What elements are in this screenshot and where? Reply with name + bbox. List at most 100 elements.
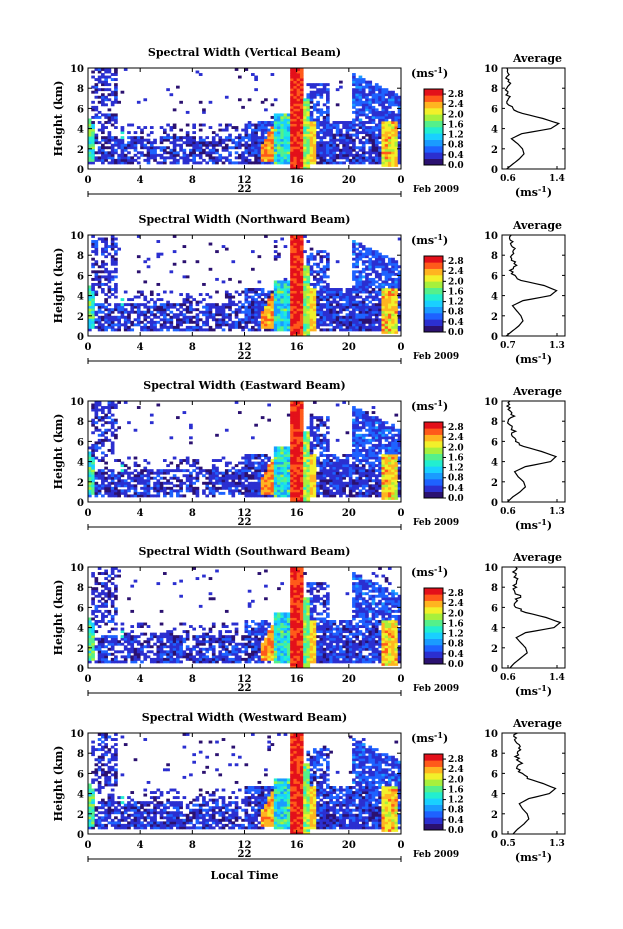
heatmap-cell	[202, 282, 206, 286]
heatmap-cell	[322, 454, 327, 457]
heatmap-cell	[91, 443, 95, 447]
heatmap-cell	[136, 464, 141, 468]
heatmap-cell	[387, 143, 392, 147]
heatmap-cell	[374, 255, 379, 259]
heatmap-cell	[368, 121, 373, 124]
heatmap-cell	[361, 454, 366, 457]
heatmap-cell	[215, 486, 219, 490]
heatmap-cell	[264, 310, 268, 314]
heatmap-cell	[293, 499, 298, 503]
heatmap-cell	[299, 126, 304, 129]
heatmap-cell	[397, 156, 402, 160]
heatmap-cell	[358, 282, 363, 286]
heatmap-cell	[110, 123, 115, 127]
heatmap-cell	[299, 148, 304, 152]
heatmap-cell	[218, 128, 223, 132]
heatmap-cell	[153, 320, 157, 324]
heatmap-cell	[358, 421, 363, 425]
heatmap-cell	[397, 118, 402, 122]
heatmap-cell	[316, 100, 320, 104]
heatmap-cell	[221, 456, 226, 460]
heatmap-cell	[136, 318, 141, 322]
x-tick-label: 20	[342, 175, 356, 186]
heatmap-cell	[286, 285, 291, 289]
heatmap-cell	[322, 270, 327, 274]
heatmap-cell	[280, 479, 285, 483]
heatmap-cell	[306, 320, 311, 324]
heatmap-cell	[88, 491, 92, 495]
heatmap-cell	[185, 469, 190, 473]
heatmap-cell	[293, 461, 298, 465]
heatmap-cell	[280, 454, 285, 457]
heatmap-cell	[117, 303, 121, 307]
heatmap-cell	[303, 123, 307, 127]
heatmap-cell	[306, 325, 311, 329]
heatmap-cell	[371, 95, 376, 99]
heatmap-cell	[254, 158, 258, 162]
heatmap-cell	[107, 411, 112, 415]
heatmap-cell	[299, 418, 304, 422]
heatmap-cell	[143, 486, 148, 490]
heatmap-cell	[192, 308, 196, 312]
heatmap-cell	[120, 298, 125, 302]
heatmap-cell	[273, 308, 278, 312]
heatmap-cell	[326, 262, 330, 266]
heatmap-cell	[202, 141, 206, 145]
heatmap-cell	[387, 133, 392, 137]
heatmap-cell	[361, 80, 366, 84]
heatmap-cell	[339, 471, 343, 475]
heatmap-cell	[371, 298, 376, 302]
heatmap-cell	[159, 484, 164, 488]
heatmap-cell	[104, 138, 108, 142]
heatmap-cell	[146, 481, 151, 485]
heatmap-cell	[358, 325, 363, 329]
heatmap-cell	[114, 237, 118, 241]
heatmap-cell	[378, 121, 382, 124]
heatmap-cell	[251, 466, 255, 470]
heatmap-cell	[384, 288, 389, 291]
heatmap-cell	[91, 250, 95, 254]
heatmap-cell	[153, 315, 157, 319]
heatmap-cell	[283, 295, 288, 299]
heatmap-cell	[140, 290, 144, 294]
heatmap-cell	[270, 298, 275, 302]
heatmap-cell	[104, 240, 108, 243]
heatmap-cell	[368, 280, 373, 284]
heatmap-cell	[244, 315, 249, 319]
heatmap-cell	[352, 298, 356, 302]
heatmap-cell	[114, 275, 118, 279]
heatmap-cell	[299, 98, 304, 102]
heatmap-cell	[91, 423, 95, 427]
heatmap-cell	[394, 131, 399, 135]
heatmap-cell	[264, 143, 268, 147]
heatmap-cell	[355, 83, 360, 87]
heatmap-cell	[247, 121, 252, 124]
heatmap-cell	[114, 270, 118, 274]
heatmap-cell	[326, 293, 330, 296]
heatmap-cell	[309, 303, 314, 307]
heatmap-cell	[374, 305, 379, 309]
heatmap-cell	[267, 313, 271, 317]
heatmap-cell	[306, 265, 311, 269]
heatmap-cell	[257, 128, 262, 132]
heatmap-cell	[332, 298, 337, 302]
heatmap-cell	[283, 300, 288, 304]
heatmap-cell	[270, 123, 275, 127]
heatmap-cell	[326, 115, 330, 119]
heatmap-cell	[290, 411, 294, 415]
heatmap-cell	[378, 115, 382, 119]
heatmap-cell	[316, 464, 320, 468]
heatmap-cell	[316, 323, 320, 327]
heatmap-cell	[179, 318, 183, 322]
heatmap-cell	[205, 305, 210, 309]
heatmap-cell	[381, 328, 386, 332]
heatmap-cell	[299, 121, 304, 124]
heatmap-cell	[296, 272, 301, 276]
heatmap-cell	[286, 113, 291, 117]
heatmap-cell	[94, 474, 99, 478]
heatmap-cell	[306, 267, 311, 271]
heatmap-cell	[326, 486, 330, 490]
heatmap-cell	[101, 323, 105, 327]
heatmap-cell	[368, 277, 373, 281]
heatmap-cell	[296, 300, 301, 304]
